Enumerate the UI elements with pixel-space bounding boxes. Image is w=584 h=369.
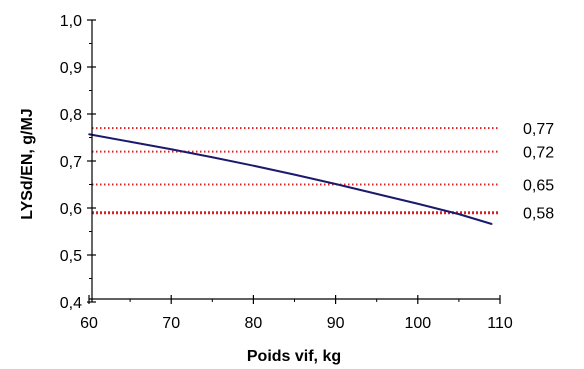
series-0-point-1	[129, 140, 131, 143]
series-0-point-8	[417, 202, 419, 205]
reference-label-1: 0,72	[523, 145, 554, 162]
x-tick-label-1: 70	[162, 315, 180, 332]
y-axis-title: LYSd/EN, g/MJ	[19, 108, 36, 219]
series-0-point-5	[293, 173, 296, 176]
x-axis-title: Poids vif, kg	[247, 348, 341, 365]
reference-lines	[92, 127, 500, 215]
reference-label-3: 0,58	[523, 206, 554, 223]
x-tick-label-2: 80	[245, 315, 263, 332]
series-0-point-6	[334, 183, 337, 185]
series-line-0	[88, 133, 493, 225]
reference-label-0: 0,77	[523, 121, 554, 138]
reference-label-2: 0,65	[523, 178, 554, 195]
x-tick-label-3: 90	[327, 315, 345, 332]
series-0-point-2	[170, 148, 172, 151]
y-tick-label-5: 0,9	[60, 60, 82, 77]
y-tick-label-2: 0,6	[60, 201, 82, 218]
series-0-point-4	[252, 164, 255, 167]
y-tick-label-3: 0,7	[60, 154, 82, 171]
x-tick-label-5: 110	[487, 315, 513, 332]
series-0-point-3	[211, 156, 214, 159]
series-0-point-10	[490, 223, 493, 225]
reference-labels: 0,77 0,72 0,65 0,58	[523, 121, 554, 223]
series-0-point-0	[88, 133, 90, 136]
y-tick-label-4: 0,8	[60, 107, 82, 124]
series-0-point-7	[375, 193, 378, 195]
series-0-point-9	[458, 213, 460, 215]
x-tick-label-4: 100	[404, 315, 431, 332]
y-tick-label-0: 0,4	[60, 295, 82, 312]
x-tick-label-0: 60	[80, 315, 98, 332]
series-group	[88, 133, 493, 225]
ticks: 0,4 0,5 0,6 0,7 0,8 0,9 1,0 60 70 80 90 100 110	[60, 13, 513, 332]
y-tick-label-6: 1,0	[60, 13, 82, 30]
axes	[89, 20, 500, 302]
y-tick-label-1: 0,5	[60, 248, 82, 265]
